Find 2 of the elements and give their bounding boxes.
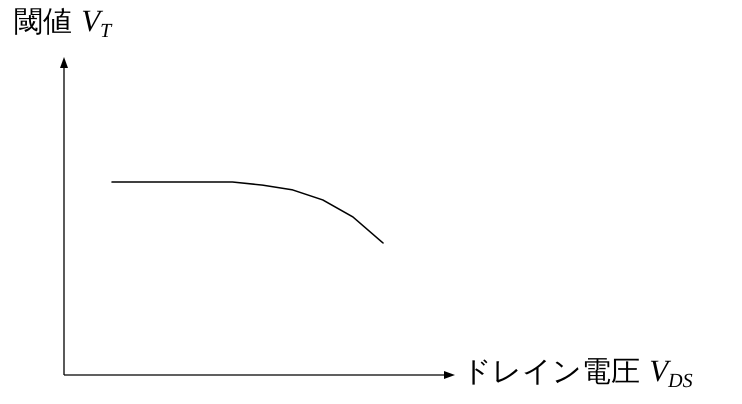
x-axis-title: ドレイン電圧 V$_{DS}$: [462, 352, 693, 393]
y-axis-title: 閾値 V$_{T}$: [14, 2, 112, 43]
